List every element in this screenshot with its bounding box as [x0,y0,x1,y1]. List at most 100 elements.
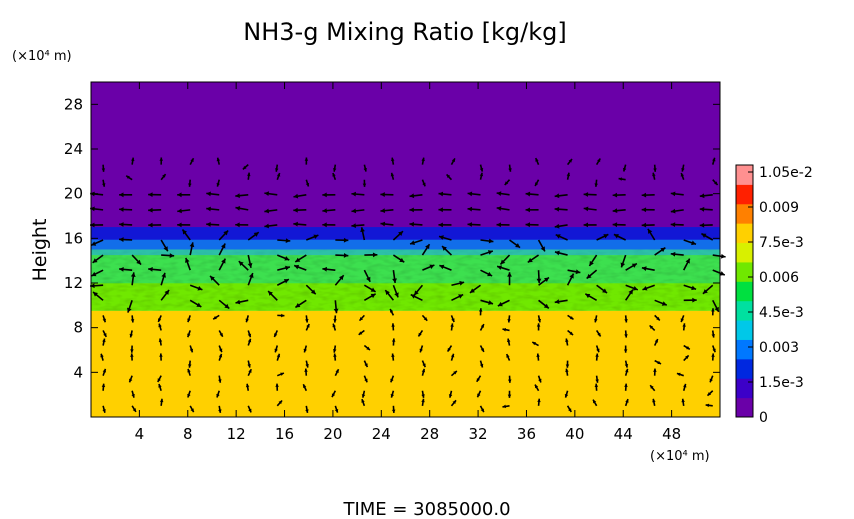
wind-vector [157,315,162,323]
wind-vector [409,193,423,199]
wind-vector [276,353,281,361]
wind-vector [302,383,308,392]
wind-vector [450,315,455,323]
wind-vector [642,284,655,291]
wind-vector [392,270,397,284]
wind-vector [358,329,365,336]
wind-vector [618,177,626,181]
wind-vector [583,222,597,228]
wind-vector [245,383,250,391]
wind-vector [467,222,481,227]
wind-vector [596,233,609,241]
x-tick-label: 16 [275,425,294,443]
wind-vector [479,172,484,180]
wind-vector [235,193,249,199]
wind-vector [479,164,484,172]
wind-vector [384,289,395,301]
wind-vector [293,221,307,227]
wind-vector [363,344,371,351]
wind-vector [276,372,285,377]
wind-vector [218,330,224,338]
wind-vector [119,237,133,242]
wind-vector [148,192,162,198]
colorbar-swatch [736,378,753,399]
wind-vector [391,338,396,346]
wind-vector [681,398,685,406]
wind-vector [567,329,574,336]
wind-vector [189,405,195,413]
wind-vector [189,157,195,166]
y-tick-label: 16 [64,229,83,247]
colorbar-swatch [736,223,753,244]
x-tick-label: 20 [323,425,342,443]
plot-frame [90,81,721,418]
heatmap-region [91,310,720,417]
wind-vector [363,164,367,172]
colorbar-tick-label: 1.05e-2 [759,165,813,181]
wind-vector [507,390,512,398]
wind-vector [351,191,365,197]
colorbar-swatch [736,261,753,282]
wind-vector [537,398,541,406]
wind-vector [537,239,546,252]
wind-vector [391,405,396,414]
wind-vector [652,172,656,180]
wind-vector [158,323,162,331]
wind-vector [421,179,426,187]
wind-vector [588,254,598,267]
wind-vector [363,293,377,302]
wind-vector [247,231,260,241]
wind-vector [421,368,426,376]
wind-vector [247,172,251,180]
wind-vector [148,222,162,228]
wind-vector [565,368,569,376]
wind-vector [119,192,133,198]
wind-vector [624,398,629,407]
wind-vector [480,269,493,277]
wind-vector [448,390,453,398]
wind-vector [534,384,540,392]
wind-vector [507,375,512,383]
wind-vector [712,179,719,186]
wind-vector [130,353,134,361]
wind-vector [419,345,424,353]
chart-title: NH3-g Mixing Ratio [kg/kg] [243,18,566,46]
wind-vector [670,222,684,228]
y-tick-label: 20 [64,185,83,203]
wind-vector [566,405,572,413]
wind-vector [218,258,227,271]
wind-vector [390,390,395,398]
wind-vector [159,353,163,361]
wind-vector [534,179,540,187]
wind-vector [392,254,405,263]
wind-vector [102,330,107,338]
wind-vector [421,390,425,398]
time-label: TIME = 3085000.0 [342,499,510,519]
wind-vector [212,314,220,320]
wind-vector [159,398,164,406]
wind-vector [276,399,283,407]
wind-vector [186,330,191,338]
wind-vector [160,272,166,286]
wind-vector [351,223,365,229]
wind-vector [496,191,510,196]
wind-vector [119,207,133,212]
wind-vector [506,338,511,346]
wind-vector [567,314,574,321]
wind-vector [334,405,339,413]
wind-vector [158,338,163,346]
wind-vector [711,353,715,361]
wind-vector [380,208,394,214]
wind-vector [583,206,597,212]
wind-vector [480,238,494,244]
wind-vector [304,157,309,165]
colorbar-swatch [736,320,753,340]
wind-vector [712,253,726,259]
wind-vector [479,323,485,331]
wind-vector [480,250,494,256]
wind-vector [702,284,714,295]
wind-vector [90,222,104,228]
wind-vector [565,338,569,346]
wind-vector [335,253,349,258]
wind-vector [641,207,655,213]
